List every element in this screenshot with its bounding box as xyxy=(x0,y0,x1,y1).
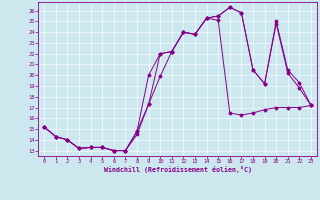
X-axis label: Windchill (Refroidissement éolien,°C): Windchill (Refroidissement éolien,°C) xyxy=(104,166,252,173)
